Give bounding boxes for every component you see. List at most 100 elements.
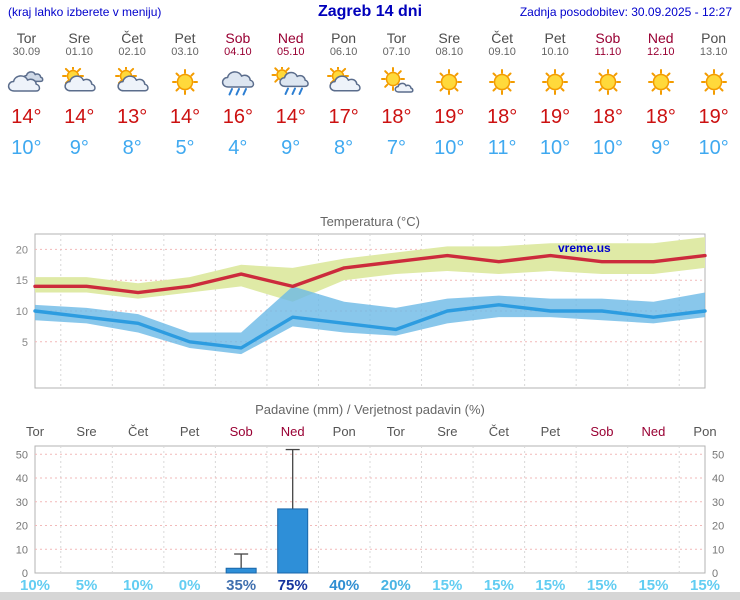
high-temp: 14°	[64, 106, 95, 128]
day-date: 07.10	[382, 46, 411, 58]
high-temp: 13°	[117, 106, 148, 128]
precip-day-label: Čet	[489, 424, 510, 439]
day-column: Ned 05.10 14° 9°	[264, 30, 317, 159]
precip-axis-label-right: 10	[712, 544, 724, 556]
high-temp: 14°	[169, 106, 201, 128]
day-date: 08.10	[435, 46, 464, 58]
low-temp: 10°	[592, 137, 623, 159]
low-temp: 7°	[386, 137, 406, 159]
low-temp: 10°	[698, 137, 729, 159]
sunny-icon	[476, 67, 529, 97]
high-temp: 19°	[434, 106, 465, 128]
precip-axis-label-left: 40	[16, 473, 28, 485]
day-date: 02.10	[118, 46, 146, 58]
precip-axis-label-left: 10	[16, 544, 28, 556]
high-temp: 14°	[275, 106, 306, 128]
watermark: vreme.us	[558, 241, 611, 255]
temp-chart-title: Temperatura (°C)	[320, 214, 420, 229]
day-name: Tor	[16, 30, 37, 46]
cloudy-icon	[0, 67, 53, 97]
high-temp: 19°	[698, 106, 729, 128]
day-name: Sre	[438, 30, 461, 46]
day-name: Ned	[277, 30, 304, 46]
low-temp: 8°	[122, 137, 142, 159]
low-temp: 9°	[281, 137, 301, 159]
precip-axis-label-right: 0	[712, 568, 718, 580]
temperature-chart: 5 10 15 20 Temperatura (°C) vreme.us	[16, 214, 707, 389]
precip-day-label: Pet	[180, 424, 200, 439]
day-name: Sob	[595, 30, 621, 46]
low-temp: 9°	[69, 137, 89, 159]
high-temp: 19°	[539, 106, 571, 128]
precip-probability: 15%	[484, 577, 514, 594]
sunny-weather-glyph	[436, 69, 463, 95]
high-temp: 17°	[328, 106, 359, 128]
day-column: Sob 04.10 16° 4°	[211, 30, 264, 159]
day-column: Tor 07.10 18° 7°	[370, 30, 423, 159]
precip-probability: 20%	[381, 577, 411, 594]
footer-strip	[0, 592, 740, 600]
rain-sun-icon	[264, 64, 317, 97]
high-temp: 14°	[11, 106, 42, 128]
low-temp: 10°	[434, 137, 465, 159]
low-temp: 4°	[228, 137, 248, 159]
precip-probability: 15%	[587, 577, 617, 594]
high-temp: 18°	[592, 106, 623, 128]
day-name: Pon	[331, 30, 357, 46]
precip-day-label: Pon	[693, 424, 716, 439]
day-column: Sob 11.10 18° 10°	[581, 30, 634, 159]
day-date: 11.10	[594, 46, 622, 58]
sunny-weather-glyph	[172, 69, 198, 95]
precip-day-label: Pon	[333, 424, 356, 439]
day-date: 09.10	[488, 46, 516, 58]
precip-axis-label-left: 30	[16, 497, 28, 509]
precip-axis-label-right: 20	[712, 521, 724, 533]
day-date: 30.09	[12, 46, 41, 58]
forecast-days-row: Tor 30.09 14° 10° Sre 01.10 14° 9° Čet 02.10 13° 8°…	[0, 30, 740, 159]
day-name: Sre	[68, 30, 91, 46]
precip-probability: 15%	[638, 577, 668, 594]
low-temp: 5°	[175, 137, 195, 159]
sunny-weather-glyph	[489, 69, 516, 95]
sunny-icon	[634, 67, 687, 97]
temp-axis-label: 10	[16, 306, 28, 318]
rain-icon	[211, 67, 264, 97]
partly-weather-glyph	[62, 65, 96, 92]
precip-chart-title: Padavine (mm) / Verjetnost padavin (%)	[255, 402, 485, 417]
day-column: Pet 03.10 14° 5°	[159, 30, 212, 159]
precip-day-label: Ned	[281, 424, 305, 439]
precip-probability: 10%	[123, 577, 153, 594]
day-name: Ned	[647, 30, 674, 46]
partly-icon	[317, 65, 370, 97]
day-column: Ned 12.10 18° 9°	[634, 30, 687, 159]
precip-day-label: Sob	[230, 424, 253, 439]
day-name: Tor	[386, 30, 407, 46]
precip-axis-label-left: 0	[22, 568, 28, 580]
low-temp: 9°	[651, 137, 671, 159]
high-temp: 18°	[487, 106, 518, 128]
precip-probability: 75%	[278, 577, 308, 594]
precip-probability: 15%	[690, 577, 720, 594]
precip-bar	[225, 567, 257, 574]
sunny-icon	[687, 67, 740, 97]
sunny-icon	[529, 67, 582, 97]
day-date: 13.10	[699, 46, 728, 58]
partly-weather-glyph	[326, 65, 361, 92]
max-range-band	[35, 237, 705, 302]
precip-day-label: Pet	[541, 424, 561, 439]
sunny-icon	[581, 67, 634, 97]
high-temp: 18°	[381, 106, 412, 128]
high-temp: 16°	[222, 106, 253, 128]
day-name: Pon	[701, 30, 727, 46]
day-name: Čet	[121, 30, 144, 46]
precip-probability: 5%	[76, 577, 98, 594]
day-column: Pet 10.10 19° 10°	[529, 30, 582, 159]
day-date: 06.10	[329, 46, 358, 58]
mostly-sunny-icon	[370, 67, 423, 97]
precip-bar	[277, 508, 309, 574]
mostly-sunny-weather-glyph	[381, 67, 414, 93]
high-temp: 18°	[645, 106, 676, 128]
day-column: Pon 06.10 17° 8°	[317, 30, 370, 159]
low-temp: 10°	[11, 137, 42, 159]
